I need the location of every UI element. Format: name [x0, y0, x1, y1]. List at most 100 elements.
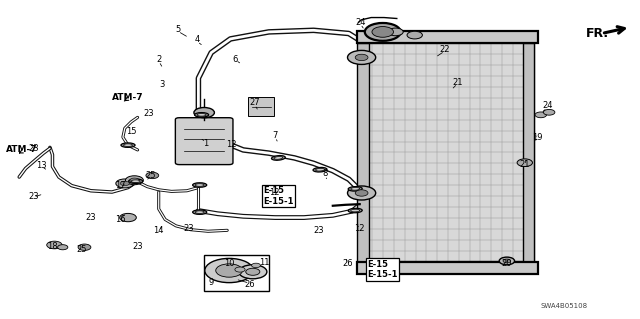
Text: 11: 11 — [259, 258, 269, 267]
Text: 8: 8 — [323, 169, 328, 178]
Circle shape — [246, 268, 260, 275]
Text: 6: 6 — [233, 55, 238, 63]
Text: 21: 21 — [452, 78, 463, 87]
Ellipse shape — [197, 114, 206, 116]
Circle shape — [78, 244, 91, 250]
Text: 23: 23 — [28, 192, 38, 201]
Text: 26: 26 — [342, 259, 353, 268]
Ellipse shape — [195, 184, 204, 186]
Text: 24: 24 — [542, 101, 552, 110]
Bar — [357, 43, 369, 262]
Ellipse shape — [348, 187, 362, 191]
Bar — [362, 43, 534, 262]
Ellipse shape — [348, 208, 362, 213]
Circle shape — [372, 26, 394, 37]
Text: 26: 26 — [244, 280, 255, 289]
Circle shape — [407, 31, 422, 39]
Text: 19: 19 — [532, 133, 543, 142]
Text: 9: 9 — [209, 278, 214, 287]
Circle shape — [116, 179, 134, 188]
Text: 12: 12 — [355, 224, 365, 233]
FancyBboxPatch shape — [175, 118, 233, 165]
Text: 23: 23 — [132, 242, 143, 251]
Circle shape — [120, 181, 129, 186]
Circle shape — [216, 264, 243, 277]
Bar — [357, 262, 538, 274]
Ellipse shape — [195, 113, 209, 117]
Circle shape — [47, 241, 62, 249]
Bar — [357, 31, 538, 43]
Text: ATM-7: ATM-7 — [6, 145, 38, 154]
Text: ATM-7: ATM-7 — [112, 93, 143, 102]
Circle shape — [388, 28, 403, 36]
Circle shape — [517, 159, 532, 167]
Text: 27: 27 — [250, 98, 260, 107]
Circle shape — [120, 213, 136, 222]
Circle shape — [58, 245, 68, 250]
Ellipse shape — [351, 209, 360, 212]
Text: 3: 3 — [159, 80, 164, 89]
Ellipse shape — [195, 211, 204, 213]
Text: 15: 15 — [126, 127, 136, 136]
Text: 12: 12 — [227, 140, 237, 149]
Text: E-15
E-15-1: E-15 E-15-1 — [263, 187, 294, 206]
Ellipse shape — [193, 210, 207, 214]
Ellipse shape — [313, 167, 327, 172]
Text: E-15
E-15-1: E-15 E-15-1 — [367, 260, 398, 279]
Text: 23: 23 — [86, 213, 96, 222]
Text: 10: 10 — [224, 259, 234, 268]
Ellipse shape — [129, 179, 143, 183]
Text: 1: 1 — [204, 139, 209, 148]
Text: 20: 20 — [501, 259, 511, 268]
Text: 24: 24 — [355, 18, 365, 27]
Text: 16: 16 — [115, 215, 125, 224]
Circle shape — [130, 178, 139, 182]
Text: 23: 23 — [314, 226, 324, 235]
Circle shape — [348, 50, 376, 64]
Ellipse shape — [124, 144, 132, 146]
Bar — [362, 43, 534, 262]
Text: 13: 13 — [36, 161, 47, 170]
Circle shape — [355, 54, 368, 61]
Ellipse shape — [193, 183, 207, 187]
Circle shape — [543, 109, 555, 115]
Text: 17: 17 — [115, 181, 125, 190]
Text: 21: 21 — [520, 160, 530, 169]
Circle shape — [125, 176, 143, 185]
Circle shape — [503, 259, 511, 263]
Bar — [248, 97, 274, 116]
Text: 23: 23 — [144, 109, 154, 118]
Text: 12: 12 — [269, 189, 279, 197]
Circle shape — [194, 108, 214, 118]
Circle shape — [252, 263, 260, 268]
Ellipse shape — [351, 188, 360, 190]
Circle shape — [348, 186, 376, 200]
Ellipse shape — [274, 157, 283, 159]
Text: 4: 4 — [195, 35, 200, 44]
Ellipse shape — [271, 156, 285, 160]
Circle shape — [499, 257, 515, 265]
Text: 23: 23 — [184, 224, 194, 233]
Text: 7: 7 — [273, 131, 278, 140]
Ellipse shape — [316, 168, 324, 171]
Text: 25: 25 — [77, 245, 87, 254]
Text: 18: 18 — [47, 242, 58, 251]
Ellipse shape — [121, 143, 135, 147]
Circle shape — [365, 23, 401, 41]
Text: 14: 14 — [154, 226, 164, 235]
Circle shape — [355, 190, 368, 196]
Circle shape — [205, 258, 253, 283]
Text: 2: 2 — [156, 55, 161, 63]
Circle shape — [535, 112, 547, 118]
Bar — [204, 255, 269, 291]
Text: 22: 22 — [440, 45, 450, 54]
Circle shape — [239, 265, 267, 279]
Text: SWA4B05108: SWA4B05108 — [541, 303, 588, 309]
Text: FR.: FR. — [586, 27, 609, 40]
Text: 23: 23 — [28, 144, 38, 153]
Ellipse shape — [131, 180, 140, 182]
Text: 5: 5 — [175, 25, 180, 34]
Circle shape — [146, 172, 159, 179]
Text: 25: 25 — [145, 171, 156, 180]
Circle shape — [235, 267, 245, 272]
